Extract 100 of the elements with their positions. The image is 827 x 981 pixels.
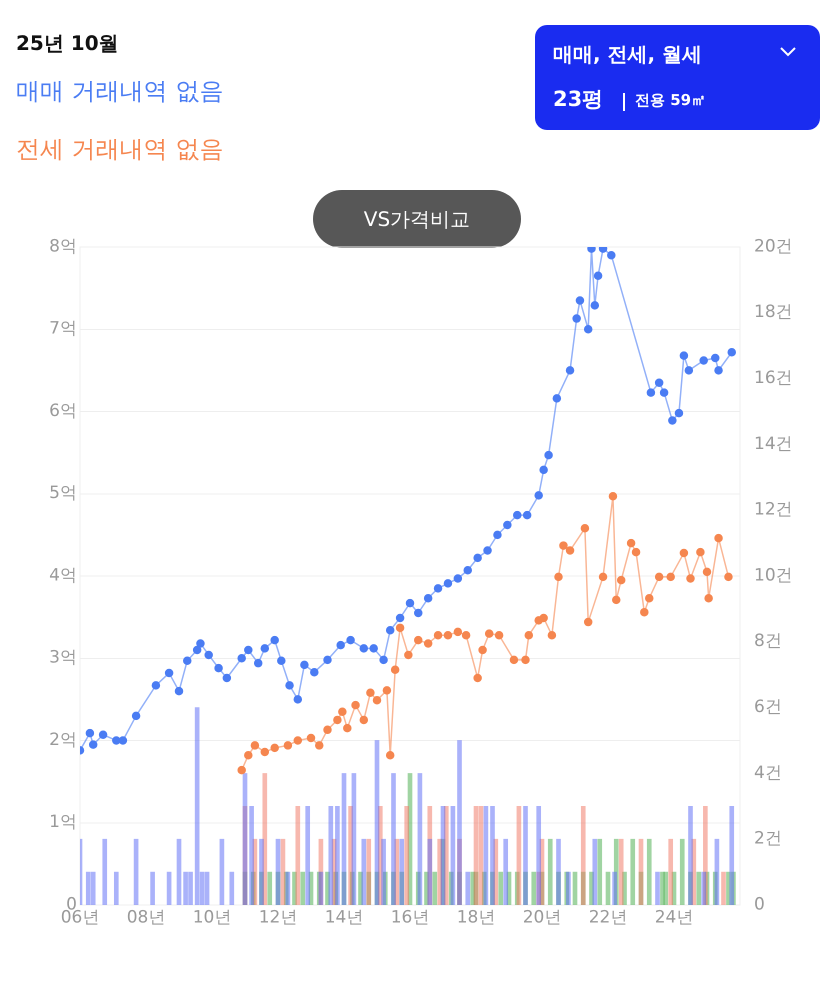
bar [606, 872, 610, 905]
point [584, 618, 592, 626]
point [306, 734, 316, 742]
y2-tick-label: 14건 [754, 434, 793, 454]
point [338, 707, 347, 716]
x-tick-label: 16년 [390, 908, 430, 928]
bar [242, 773, 248, 905]
point [566, 546, 574, 555]
y-tick-label: 5억 [49, 483, 77, 504]
point [510, 656, 518, 664]
point [473, 674, 482, 682]
bar [86, 872, 91, 905]
point [612, 596, 620, 604]
y2-tick-label: 8건 [754, 631, 782, 652]
x-tick-label: 10년 [192, 908, 232, 928]
bar [638, 838, 644, 905]
bar [391, 773, 396, 905]
point [294, 736, 302, 745]
point [284, 741, 292, 750]
bar [440, 806, 446, 905]
point [686, 574, 695, 583]
point [626, 538, 636, 548]
point [333, 716, 342, 724]
bar [484, 806, 488, 905]
point [548, 630, 556, 640]
y2-tick-label: 20건 [754, 236, 793, 256]
bar [342, 773, 346, 905]
point [554, 572, 563, 582]
point [640, 608, 649, 616]
bar [276, 838, 280, 905]
bar [166, 872, 172, 905]
bar [474, 806, 478, 905]
point [386, 751, 394, 760]
dropdown-field: 매매, 전세, 월세 23평 전용 59㎡ [535, 25, 820, 130]
point [608, 492, 618, 500]
bar [729, 806, 734, 905]
bar [548, 838, 553, 905]
point [323, 726, 332, 734]
bar [295, 806, 300, 905]
x-tick-label: 22년 [588, 908, 628, 928]
chart-title: 25년 10월 [16, 30, 119, 57]
bar [194, 707, 200, 905]
point [645, 594, 654, 602]
point [414, 636, 422, 644]
point [714, 534, 723, 542]
bar [259, 838, 264, 905]
bar [465, 872, 470, 905]
x-tick-label: 18년 [456, 908, 496, 928]
bar [668, 838, 674, 905]
bar [229, 872, 234, 905]
text: 전세 거래내역 없음 [16, 134, 224, 165]
y-tick-label: 1억 [49, 812, 77, 832]
point [351, 700, 360, 710]
compare-button: VS가격비교 [313, 190, 521, 248]
bar [305, 806, 310, 905]
point [696, 548, 705, 556]
bar [90, 872, 96, 905]
bar [418, 773, 422, 905]
x-tick-label: 14년 [324, 908, 364, 928]
point [524, 630, 534, 640]
x-tick-label: 20년 [522, 908, 562, 928]
bar [478, 806, 484, 905]
point [616, 576, 626, 584]
point [270, 744, 279, 752]
point [494, 630, 504, 640]
point [404, 650, 413, 660]
bar [696, 872, 702, 905]
bar [618, 838, 624, 905]
x-tick-label: 08년 [126, 908, 166, 928]
point [366, 688, 375, 698]
bar [592, 838, 598, 905]
bar [630, 838, 636, 905]
bar [655, 872, 660, 905]
bar [523, 806, 528, 905]
text: 매매 거래내역 없음 [16, 76, 224, 107]
point [654, 572, 664, 582]
bar [701, 872, 706, 905]
bar [612, 872, 617, 905]
y-tick-label: 2억 [49, 730, 77, 750]
bar [597, 838, 602, 905]
bar [204, 872, 210, 905]
bar [114, 872, 119, 905]
y2-tick-label: 2건 [754, 828, 782, 849]
bar [580, 806, 586, 905]
bar [572, 872, 578, 905]
x-tick-label: 12년 [258, 908, 298, 928]
y2-tick-label: 10건 [754, 565, 793, 586]
y2-tick-label: 4건 [754, 762, 782, 783]
bar [516, 806, 522, 905]
y2-tick-label: 6건 [754, 697, 782, 718]
bar [102, 838, 108, 905]
point [250, 741, 260, 750]
point [396, 624, 404, 632]
x-tick-label: 24년 [654, 908, 694, 928]
bar [556, 838, 561, 905]
bar [352, 773, 356, 905]
bar [267, 872, 272, 905]
point [237, 766, 246, 774]
bar [536, 806, 542, 905]
point [666, 572, 675, 582]
